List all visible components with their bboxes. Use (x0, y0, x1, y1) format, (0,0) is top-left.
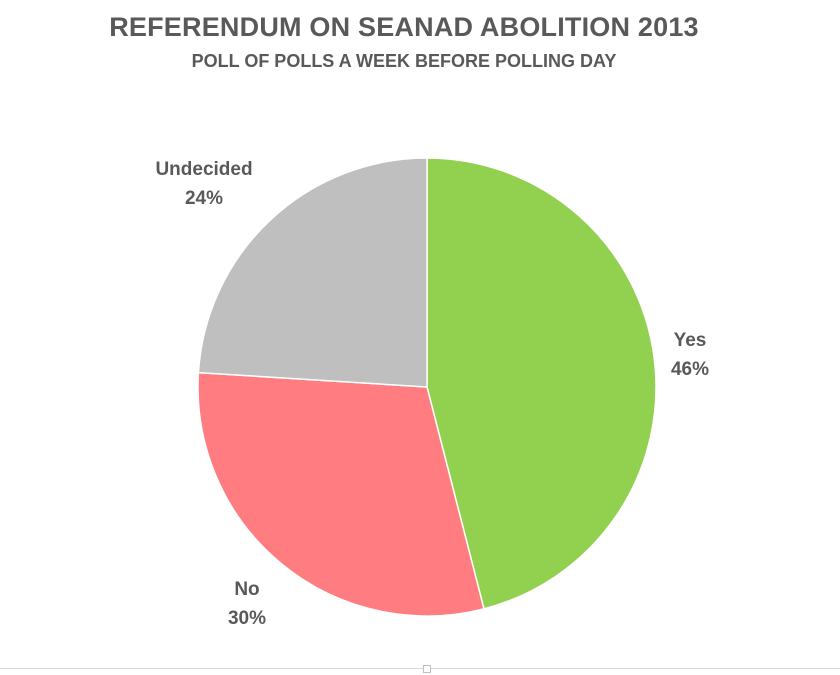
chart-frame-border (0, 668, 840, 669)
slice-value-yes: 46% (671, 359, 709, 380)
resize-handle[interactable] (423, 665, 431, 673)
pie-slice-no[interactable] (197, 371, 485, 617)
chart-subtitle: POLL OF POLLS A WEEK BEFORE POLLING DAY (191, 51, 617, 71)
slice-label-no: No (234, 579, 259, 600)
slice-label-yes: Yes (674, 330, 707, 351)
slice-value-undecided: 24% (185, 188, 223, 209)
chart-title: REFERENDUM ON SEANAD ABOLITION 2013 (109, 12, 699, 42)
pie-slice-undecided[interactable] (197, 157, 428, 388)
pie-slice-yes[interactable] (426, 157, 657, 610)
slice-label-undecided: Undecided (155, 159, 252, 180)
slice-value-no: 30% (228, 608, 266, 629)
